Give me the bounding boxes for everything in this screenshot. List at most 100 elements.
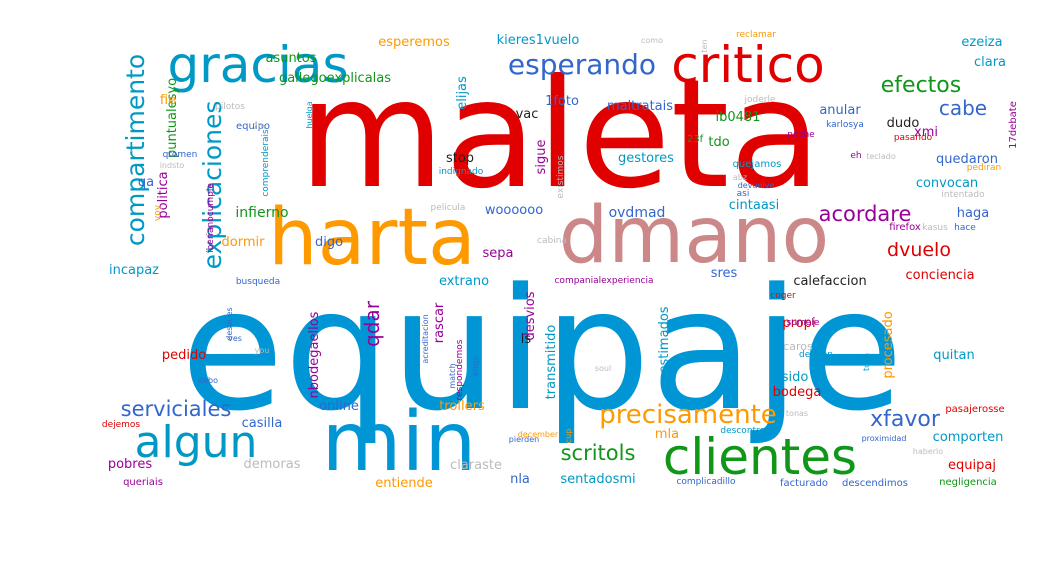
word: fie <box>160 93 176 108</box>
word: karlosya <box>826 120 864 130</box>
word: convocan <box>916 176 978 191</box>
word: descontrol <box>720 426 767 436</box>
word: sres <box>711 266 738 281</box>
word: quedaron <box>936 152 998 167</box>
word: algun <box>135 417 258 468</box>
word: pierden <box>509 435 539 444</box>
word: equipaje <box>181 252 904 448</box>
word: tonas <box>786 409 808 418</box>
word: sigue <box>534 140 549 175</box>
word: woooooo <box>485 203 543 218</box>
word: bodega <box>773 385 822 400</box>
word: reclamar <box>736 30 776 40</box>
word: dudo <box>887 116 920 131</box>
word: soul <box>595 364 611 373</box>
word: you <box>255 346 270 355</box>
word: qa <box>138 175 154 190</box>
word: explicaciones <box>198 101 227 270</box>
word: ovdmad <box>609 205 666 221</box>
word: ezeiza <box>961 35 1002 50</box>
word: 7m <box>253 122 266 131</box>
word: dmano <box>559 191 829 281</box>
word: mla <box>655 427 679 442</box>
word: kasus <box>922 223 948 233</box>
word: incapaz <box>109 263 159 278</box>
word: gallegoexplicalas <box>279 71 391 86</box>
word: digo <box>315 235 343 250</box>
word: efectos <box>881 73 961 98</box>
word: teclado <box>866 152 896 161</box>
word: pobres <box>108 457 153 472</box>
word: infierno <box>235 205 288 221</box>
word: caros <box>783 340 813 353</box>
word: coger <box>770 291 796 301</box>
word: haga <box>957 206 989 221</box>
word: qdar <box>360 300 384 347</box>
word: pedido <box>162 348 206 363</box>
word: ves <box>228 334 242 343</box>
word: compartimento <box>121 54 150 246</box>
word: cabina <box>537 236 567 246</box>
word: cup <box>564 429 573 444</box>
word: transmitido <box>544 325 559 400</box>
word: tdo <box>708 135 729 150</box>
word: devuelve <box>738 181 775 190</box>
word: extrano <box>439 274 489 289</box>
word: noche <box>787 130 815 140</box>
word: gestores <box>618 151 674 166</box>
word: ls <box>521 332 532 347</box>
word: min <box>322 395 477 490</box>
word: comporten <box>933 430 1004 445</box>
word: nla <box>510 472 530 487</box>
word: pediran <box>967 163 1001 173</box>
word: eh <box>850 151 861 161</box>
word: sepa <box>483 246 514 261</box>
word: sumele <box>787 318 820 328</box>
word: esperando <box>508 48 656 81</box>
word: facturado <box>780 478 828 489</box>
word: critico <box>671 36 825 94</box>
word: xfavor <box>870 407 941 432</box>
word: ib0481 <box>716 110 761 125</box>
word: proximidad <box>862 434 907 443</box>
word: respondemos <box>455 339 465 400</box>
word: quitan <box>933 348 974 363</box>
word: acreditacion <box>421 314 430 363</box>
word: stop <box>446 151 474 166</box>
word: pasando <box>894 133 933 143</box>
word: despues <box>225 307 234 340</box>
word: claraste <box>450 458 502 473</box>
word: entiende <box>375 476 432 491</box>
word: online <box>319 399 359 414</box>
word: voy <box>153 204 163 221</box>
word: joderle <box>744 95 776 105</box>
word: scritols <box>561 441 636 465</box>
word: pasajerosse <box>945 404 1004 415</box>
word: complicadillo <box>676 477 736 487</box>
word: acordare <box>819 202 912 226</box>
word: cabe <box>939 96 987 120</box>
word: busqueda <box>236 277 280 287</box>
word: cintaasi <box>729 198 779 213</box>
word: intentado <box>941 190 985 200</box>
word: queriais <box>123 477 163 488</box>
word: nbodegaellos <box>307 311 322 398</box>
word: debo <box>198 376 218 385</box>
word: existimos <box>556 155 566 198</box>
word: harta <box>268 193 476 283</box>
word: clara <box>974 55 1006 70</box>
word: demoras <box>244 457 301 472</box>
word: clientes <box>663 428 857 486</box>
word: puntualesyo <box>165 78 180 158</box>
word: asuntos <box>265 51 316 66</box>
word: indignado <box>439 167 484 177</box>
word: empi <box>471 356 480 376</box>
word: sentadosmi <box>560 472 635 487</box>
word: 23f <box>687 134 704 145</box>
word: xmi <box>914 125 938 140</box>
word: dejaron <box>799 350 833 360</box>
word: abz <box>733 173 747 182</box>
word: trollers <box>439 399 485 414</box>
word: comprenderais <box>261 129 271 197</box>
word: elijas <box>455 76 470 110</box>
